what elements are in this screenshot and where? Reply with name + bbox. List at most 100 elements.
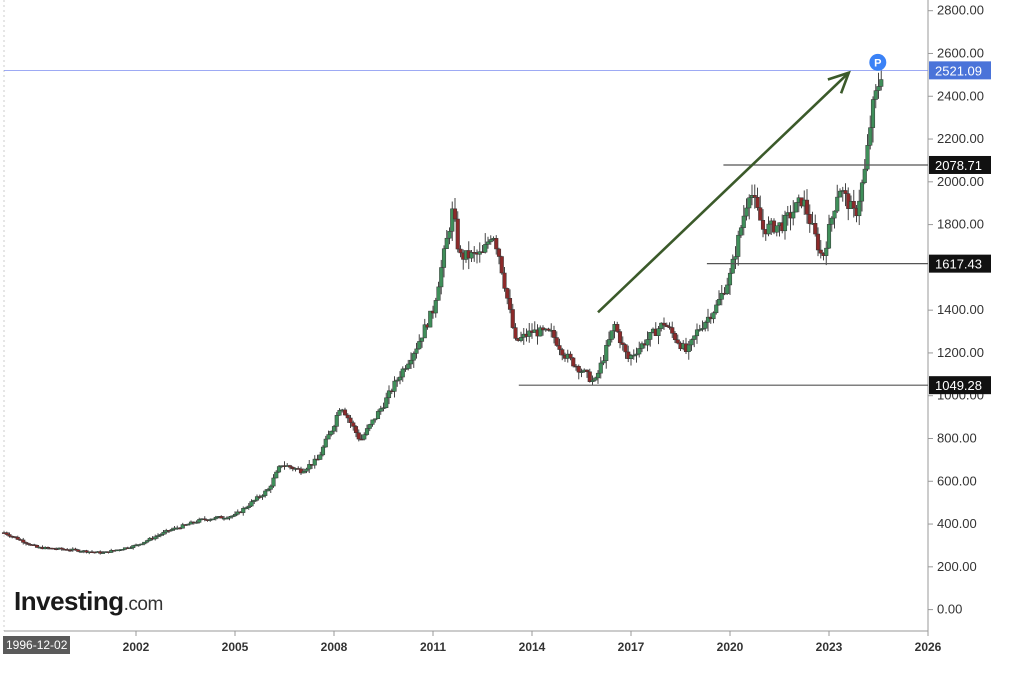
candle-body xyxy=(755,197,760,208)
candle-body xyxy=(587,371,592,382)
price-marker-icon xyxy=(869,53,887,71)
candle-body xyxy=(518,337,524,341)
candle-body xyxy=(345,414,350,419)
candle-body xyxy=(318,454,323,460)
candle-body xyxy=(373,418,378,421)
candle-body xyxy=(766,223,771,235)
candle-body xyxy=(439,267,444,288)
candles xyxy=(1,64,884,555)
candle-body xyxy=(782,214,788,232)
candle-body xyxy=(502,272,507,289)
candle-body xyxy=(241,508,246,513)
y-tick-label: 200.00 xyxy=(937,559,977,574)
candle-body xyxy=(334,415,339,427)
trend-arrow-shaft xyxy=(597,71,850,314)
candle-body xyxy=(386,390,392,399)
candle-body xyxy=(128,547,133,550)
candle-body xyxy=(21,539,26,543)
candle-body xyxy=(249,501,254,507)
level-label-box xyxy=(929,376,991,395)
candle-body xyxy=(458,248,463,254)
candle-body xyxy=(634,353,639,356)
candle-body xyxy=(213,516,218,520)
candle-body xyxy=(804,199,810,215)
candle-body xyxy=(254,496,260,501)
candle-body xyxy=(865,145,870,170)
candle-body xyxy=(219,516,224,519)
candle-body xyxy=(120,549,125,551)
candle-body xyxy=(758,207,763,221)
candle-body xyxy=(686,344,691,352)
candle-body xyxy=(656,328,661,336)
candle-body xyxy=(348,417,353,423)
candle-body xyxy=(397,376,403,381)
candle-body xyxy=(527,330,532,337)
candle-body xyxy=(436,286,441,301)
candle-body xyxy=(447,231,452,239)
candle-body xyxy=(879,79,884,87)
candle-body xyxy=(661,322,667,326)
candle-body xyxy=(832,210,837,219)
candle-body xyxy=(623,344,628,353)
candle-body xyxy=(230,515,235,518)
candle-body xyxy=(791,211,796,219)
candle-body xyxy=(670,327,675,334)
candle-body xyxy=(868,127,873,146)
candle-body xyxy=(7,534,12,537)
candle-body xyxy=(705,316,711,323)
y-tick-label: 800.00 xyxy=(937,430,977,445)
candle-body xyxy=(450,208,455,232)
candle-body xyxy=(835,196,840,212)
candle-body xyxy=(411,353,416,361)
candle-body xyxy=(408,359,414,365)
candle-body xyxy=(637,348,642,355)
current-price-crosshair: 2521.09 P xyxy=(4,53,991,80)
candle-body xyxy=(232,513,238,517)
candle-body xyxy=(584,369,590,373)
candle-body xyxy=(730,258,735,274)
candle-body xyxy=(23,542,29,544)
candle-body xyxy=(342,409,348,416)
x-tick-label: 2023 xyxy=(816,640,843,654)
candle-body xyxy=(246,505,251,508)
price-marker-letter: P xyxy=(874,57,881,69)
candle-body xyxy=(617,331,623,344)
candle-body xyxy=(727,272,733,286)
level-label: 1049.28 xyxy=(935,378,982,393)
candle-body xyxy=(392,380,397,392)
candle-body xyxy=(155,535,161,537)
candle-body xyxy=(667,326,672,328)
candle-body xyxy=(298,468,304,474)
candle-body xyxy=(326,434,331,440)
candle-body xyxy=(485,241,491,245)
candle-body xyxy=(395,379,400,382)
candle-body xyxy=(364,428,370,435)
y-tick-label: 2600.00 xyxy=(937,45,984,60)
candle-body xyxy=(477,251,482,255)
candle-body xyxy=(659,322,664,329)
candle-body xyxy=(274,471,279,479)
level-label: 2078.71 xyxy=(935,158,982,173)
candle-body xyxy=(593,377,598,381)
current-price-label: 2521.09 xyxy=(935,63,982,78)
candle-body xyxy=(725,284,730,294)
level-label-box xyxy=(929,155,991,174)
candle-body xyxy=(265,489,271,492)
candle-body xyxy=(744,207,749,217)
candle-body xyxy=(700,328,705,330)
candle-body xyxy=(59,547,64,550)
candle-body xyxy=(672,333,678,341)
candle-body xyxy=(271,477,276,487)
candle-body xyxy=(639,343,645,349)
candle-body xyxy=(697,329,702,331)
candle-body xyxy=(180,524,185,529)
candle-body xyxy=(84,550,89,553)
candle-body xyxy=(703,322,708,329)
candle-body xyxy=(100,552,106,554)
candle-body xyxy=(857,200,862,217)
candle-body xyxy=(595,372,601,379)
candle-body xyxy=(554,337,559,346)
candle-body xyxy=(505,288,510,299)
candle-body xyxy=(400,368,405,378)
candle-body xyxy=(78,551,84,553)
